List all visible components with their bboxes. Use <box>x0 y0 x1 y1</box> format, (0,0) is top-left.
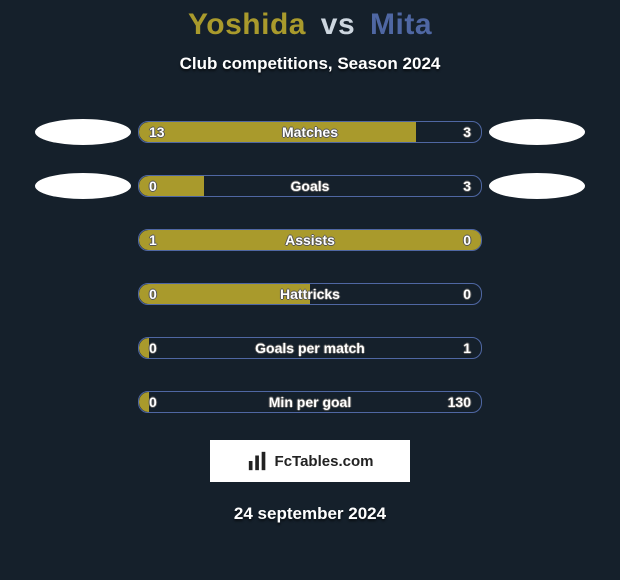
stat-value-right: 0 <box>463 286 471 302</box>
stat-label: Goals <box>291 178 330 194</box>
avatar-slot-left <box>28 280 138 308</box>
subtitle: Club competitions, Season 2024 <box>180 54 441 74</box>
avatar-slot-left <box>28 388 138 416</box>
stat-bar-fill <box>139 392 149 412</box>
avatar-slot-left <box>28 172 138 200</box>
avatar-slot-left <box>28 334 138 362</box>
stat-bar-fill <box>139 338 149 358</box>
avatar-slot-left <box>28 226 138 254</box>
bars-icon <box>247 450 269 472</box>
stat-row: 13Matches3 <box>0 118 620 146</box>
stat-bar: 13Matches3 <box>138 121 482 143</box>
stat-value-right: 130 <box>448 394 471 410</box>
avatar-slot-right <box>482 280 592 308</box>
stat-bar-fill <box>139 284 310 304</box>
stat-row: 0Goals3 <box>0 172 620 200</box>
stat-bar: 1Assists0 <box>138 229 482 251</box>
stat-bar-fill <box>139 176 204 196</box>
stat-bar: 0 Goals per match 1 <box>138 337 482 359</box>
stat-bar: 0Goals3 <box>138 175 482 197</box>
comparison-card: Yoshida vs Mita Club competitions, Seaso… <box>0 0 620 580</box>
stats-bars: 13Matches30Goals31Assists00Hattricks00Go… <box>0 118 620 416</box>
player2-avatar <box>489 173 585 199</box>
player1-avatar <box>35 119 131 145</box>
footer-badge[interactable]: FcTables.com <box>210 440 410 482</box>
stat-value-right: 3 <box>463 124 471 140</box>
stat-bar: 0 Min per goal 130 <box>138 391 482 413</box>
player2-avatar <box>489 119 585 145</box>
footer-date: 24 september 2024 <box>234 504 386 524</box>
stat-label: Goals per match <box>255 340 365 356</box>
stat-value-right: 3 <box>463 178 471 194</box>
avatar-slot-right <box>482 226 592 254</box>
footer-site: FcTables.com <box>275 453 374 470</box>
avatar-slot-right <box>482 388 592 416</box>
player1-avatar <box>35 173 131 199</box>
avatar-slot-right <box>482 334 592 362</box>
vs-label: vs <box>321 8 355 41</box>
stat-bar: 0Hattricks0 <box>138 283 482 305</box>
player1-name: Yoshida <box>188 8 306 41</box>
stat-bar-fill <box>139 230 481 250</box>
stat-value-left: 0 <box>149 340 157 356</box>
player2-name: Mita <box>370 8 432 41</box>
stat-value-left: 0 <box>149 394 157 410</box>
stat-value-right: 1 <box>463 340 471 356</box>
stat-label: Min per goal <box>269 394 351 410</box>
avatar-slot-left <box>28 118 138 146</box>
stat-row: 1Assists0 <box>0 226 620 254</box>
avatar-slot-right <box>482 172 592 200</box>
avatar-slot-right <box>482 118 592 146</box>
stat-bar-fill <box>139 122 416 142</box>
stat-row: 0Hattricks0 <box>0 280 620 308</box>
page-title: Yoshida vs Mita <box>188 8 432 42</box>
stat-row: 0 Min per goal 130 <box>0 388 620 416</box>
stat-row: 0 Goals per match 1 <box>0 334 620 362</box>
